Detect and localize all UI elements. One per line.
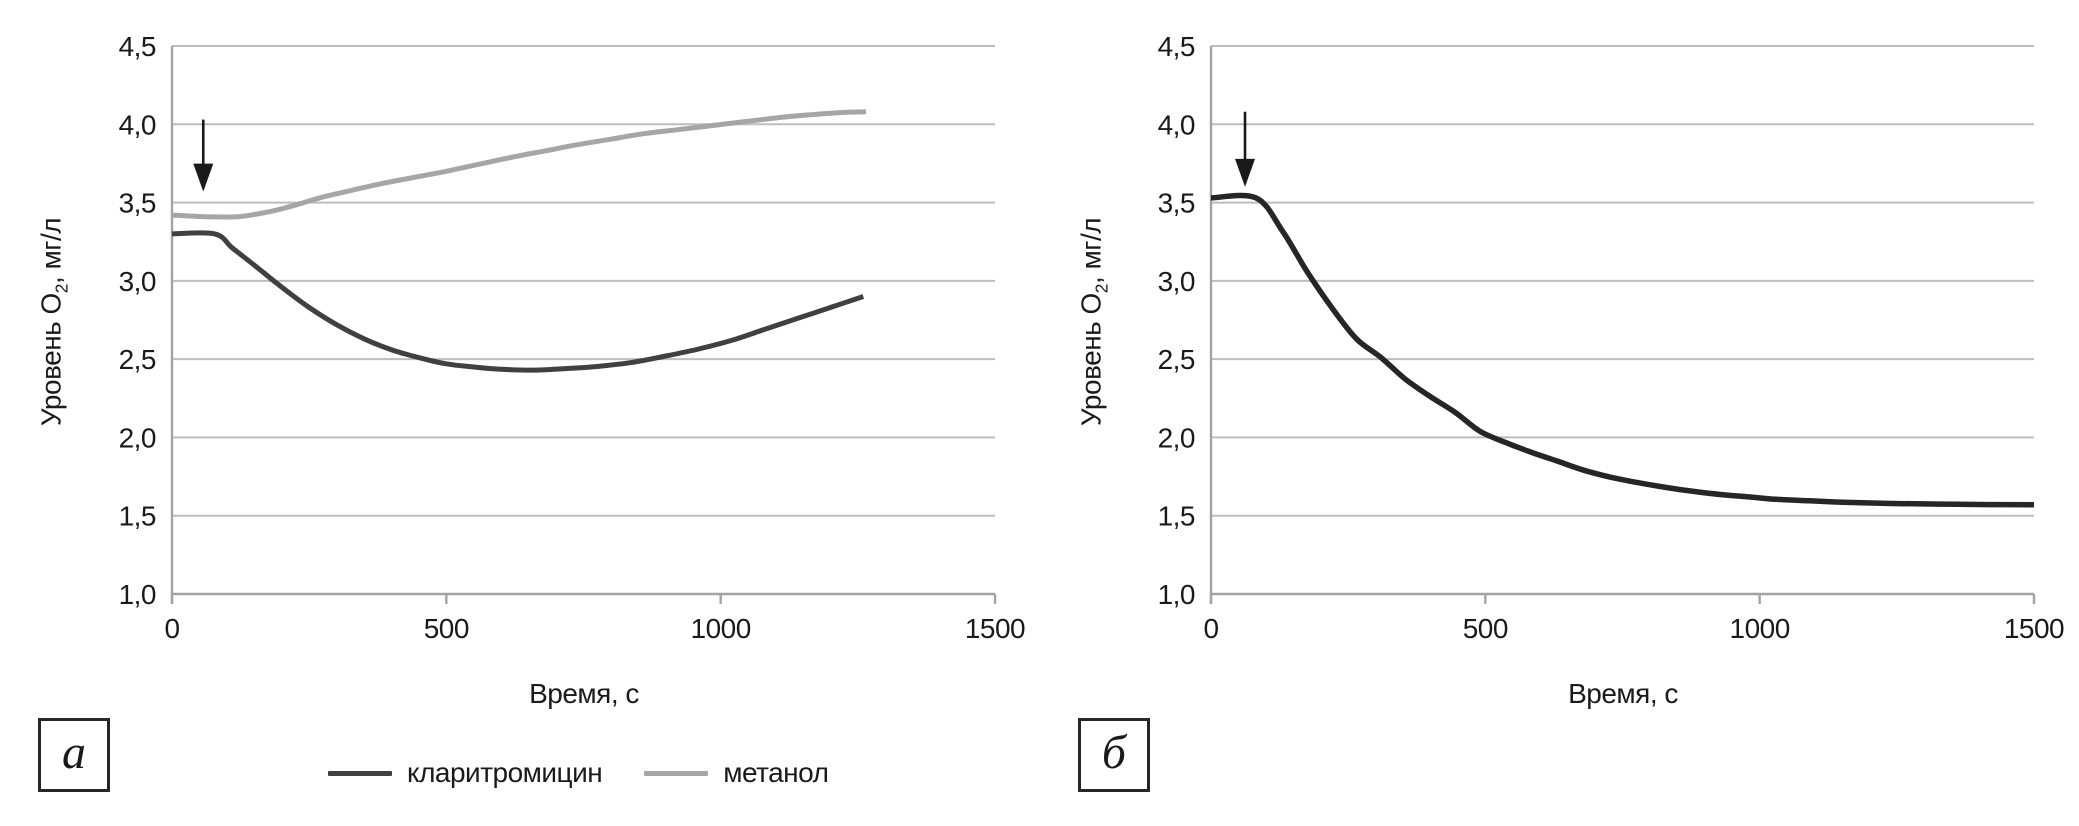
- series-path-1: [171, 109, 867, 220]
- x-tick-label: 1000: [691, 613, 751, 644]
- series-path-0: [1210, 192, 2035, 508]
- y-tick-label: 4,0: [1158, 109, 1195, 140]
- y-tick-label: 4,5: [119, 31, 156, 62]
- series-path-0: [171, 230, 865, 373]
- y-tick-label: 2,0: [1158, 422, 1195, 453]
- x-tick-label: 500: [424, 613, 469, 644]
- y-tick-label: 3,0: [119, 266, 156, 297]
- x-axis-title-b: Время, с: [1568, 678, 1678, 709]
- x-tick-label: 0: [164, 613, 179, 644]
- chart-b-plot: 4,5 4,0 3,5 3,0 2,5 2,0 1,5 1,0 0 500 1000 1500: [1158, 31, 2065, 644]
- legend-line-clarithromycin: [328, 770, 392, 776]
- y-tick-label: 1,5: [1158, 501, 1195, 532]
- y-tick-label: 1,5: [119, 501, 156, 532]
- y-axis-title-b-post: , мг/л: [1075, 217, 1107, 285]
- y-tick-label: 4,5: [1158, 31, 1195, 62]
- y-axis-title-a-pre: Уровень О: [35, 293, 67, 427]
- y-axis-title-b-sub: 2: [1091, 284, 1112, 294]
- legend-line-methanol: [644, 770, 709, 776]
- y-axis-title-b-pre: Уровень О: [1075, 293, 1107, 427]
- y-axis-title-a-post: , мг/л: [35, 217, 67, 285]
- y-tick-label: 3,5: [119, 188, 156, 219]
- y-tick-label: 2,5: [1158, 344, 1195, 375]
- x-tick-label: 500: [1463, 613, 1508, 644]
- legend-label-methanol: метанол: [723, 757, 829, 788]
- y-tick-label: 3,5: [1158, 188, 1195, 219]
- x-axis-title-a: Время, с: [529, 678, 639, 709]
- y-tick-label: 1,0: [1158, 579, 1195, 610]
- y-tick-label: 2,5: [119, 344, 156, 375]
- legend-label-clarithromycin: кларитромицин: [407, 757, 603, 788]
- y-tick-label: 2,0: [119, 422, 156, 453]
- y-axis-title-a-sub: 2: [51, 284, 72, 294]
- x-tick-label: 1500: [2004, 613, 2064, 644]
- legend: кларитромицин метанол: [328, 757, 829, 789]
- y-tick-label: 3,0: [1158, 266, 1195, 297]
- x-tick-label: 1500: [965, 613, 1025, 644]
- panel-label-a: а: [62, 726, 86, 779]
- chart-a-plot: 4,5 4,0 3,5 3,0 2,5 2,0 1,5 1,0 0 500 1000 1500: [119, 31, 1026, 644]
- panel-label-a-box: а: [38, 718, 110, 792]
- y-axis-title-a: Уровень О2, мг/л: [36, 218, 73, 426]
- x-tick-label: 0: [1203, 613, 1218, 644]
- arrow-head-icon: [1235, 158, 1256, 187]
- y-axis-title-b: Уровень О2, мг/л: [1076, 218, 1113, 426]
- y-tick-label: 4,0: [119, 109, 156, 140]
- panel-label-b-box: б: [1078, 718, 1150, 792]
- y-tick-label: 1,0: [119, 579, 156, 610]
- x-tick-label: 1000: [1730, 613, 1790, 644]
- arrow-head-icon: [193, 163, 214, 192]
- panel-label-b: б: [1101, 726, 1127, 779]
